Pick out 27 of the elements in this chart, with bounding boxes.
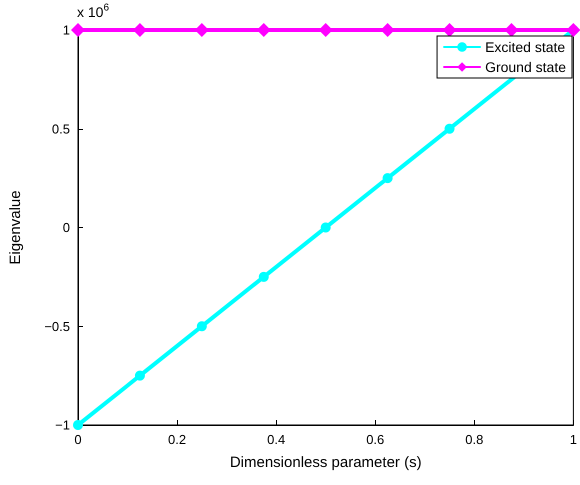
y-axis-title: Eigenvalue [7, 190, 24, 265]
point [196, 321, 207, 332]
point [258, 272, 269, 282]
point [256, 23, 271, 37]
y-tick-label: 1 [62, 22, 70, 38]
legend-label: Ground state [485, 59, 566, 75]
point [134, 370, 145, 381]
y-tick-label: −1 [55, 418, 70, 432]
x-tick-label: 0 [74, 432, 82, 447]
point [71, 23, 85, 37]
point [194, 23, 209, 37]
point [318, 23, 333, 37]
y-tick-label: 0.5 [52, 121, 70, 136]
point [73, 420, 83, 430]
point [320, 222, 331, 232]
x-tick-label: 0.6 [366, 432, 384, 447]
y-tick-label: 0 [62, 220, 70, 235]
point [382, 173, 393, 184]
x-tick-label: 0.8 [465, 432, 484, 447]
point [444, 124, 455, 134]
x-tick-label: 0.2 [168, 432, 186, 447]
x-tick-label: 0.4 [267, 432, 286, 447]
x-axis-title: Dimensionless parameter (s) [230, 454, 422, 471]
legend-label: Excited state [485, 39, 566, 55]
y-tick-label: −0.5 [44, 318, 70, 334]
x-tick-label: 1 [570, 432, 577, 447]
point [380, 23, 395, 37]
